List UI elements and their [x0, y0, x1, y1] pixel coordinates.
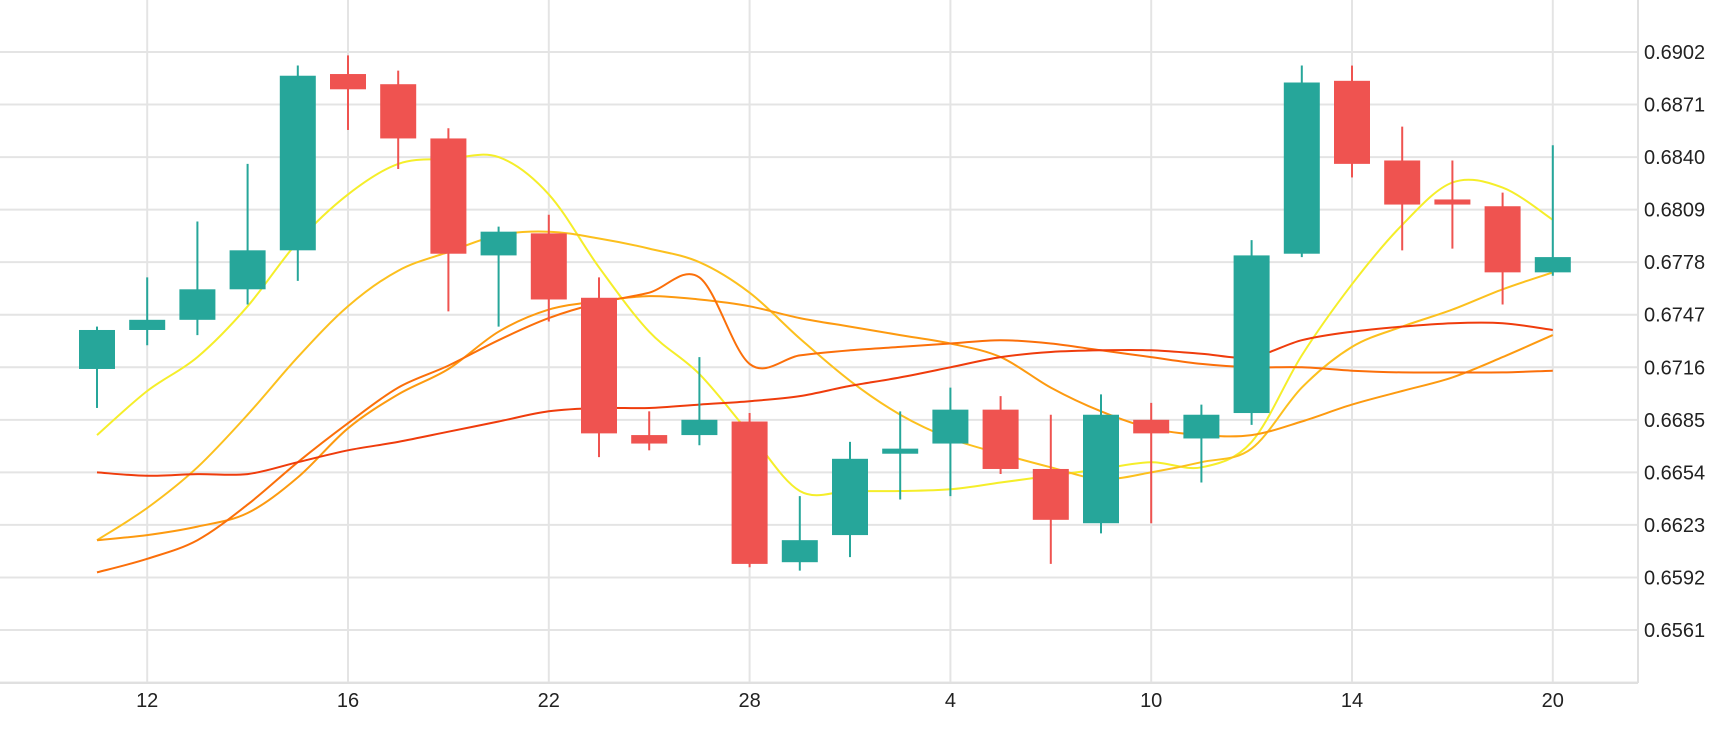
- x-tick-label: 14: [1341, 690, 1363, 712]
- candle: [1083, 394, 1119, 534]
- x-tick-label: 28: [738, 690, 760, 712]
- candle: [1233, 240, 1270, 425]
- candle-body: [631, 435, 668, 444]
- candle-body: [1434, 199, 1471, 205]
- candle-body: [380, 84, 417, 139]
- y-tick-label: 0.6902: [1644, 42, 1705, 64]
- y-tick-label: 0.6809: [1644, 200, 1705, 222]
- candle: [79, 326, 115, 408]
- candle: [380, 70, 417, 169]
- x-tick-label: 4: [945, 690, 956, 712]
- candle-body: [1233, 255, 1270, 414]
- candle: [530, 214, 567, 322]
- moving-average-layer: [96, 153, 1554, 574]
- candle-body: [1484, 206, 1521, 273]
- candle: [581, 277, 617, 458]
- candle: [982, 396, 1019, 475]
- candle: [781, 496, 818, 571]
- candle-body: [982, 409, 1019, 469]
- candle-body: [1133, 419, 1170, 434]
- grid-layer: [0, 0, 1638, 684]
- candle-body: [330, 74, 366, 90]
- candle-body: [1183, 414, 1220, 439]
- candle: [631, 411, 668, 451]
- y-tick-label: 0.6623: [1644, 515, 1705, 537]
- candle: [1133, 402, 1170, 524]
- candle: [330, 55, 366, 130]
- candle: [932, 387, 969, 497]
- candle-body: [129, 319, 166, 330]
- candle: [229, 163, 266, 305]
- y-tick-label: 0.6592: [1644, 567, 1705, 589]
- y-tick-label: 0.6685: [1644, 410, 1705, 432]
- axis-layer: 0.6561 0.6592 0.6623 0.6654 0.6685 0.6716 0.67…: [0, 0, 1705, 712]
- candle-body: [832, 458, 868, 536]
- x-tick-label: 16: [337, 690, 359, 712]
- candle-body: [530, 233, 567, 300]
- candle: [1434, 160, 1471, 249]
- candle-body: [1032, 468, 1069, 520]
- candle-body: [229, 250, 266, 290]
- candle: [480, 226, 517, 327]
- candle: [279, 65, 316, 281]
- moving-average-line-1: [96, 153, 1554, 497]
- candle: [832, 441, 868, 558]
- candle-body: [1534, 257, 1571, 273]
- candle-body: [1384, 160, 1421, 205]
- candle-body: [581, 297, 617, 434]
- y-tick-label: 0.6840: [1644, 147, 1705, 169]
- candle: [1534, 145, 1571, 276]
- x-tick-label: 12: [136, 690, 158, 712]
- y-tick-label: 0.6747: [1644, 305, 1705, 327]
- candles-layer: [79, 55, 1571, 571]
- candle-body: [781, 540, 818, 563]
- candle-body: [932, 409, 969, 444]
- y-tick-label: 0.6561: [1644, 620, 1705, 642]
- x-tick-label: 20: [1542, 690, 1564, 712]
- candle-body: [882, 448, 919, 454]
- moving-average-line-5: [96, 321, 1553, 477]
- moving-average-line-3: [96, 295, 1554, 542]
- candle: [681, 357, 718, 446]
- x-tick-label: 22: [538, 690, 560, 712]
- candle: [1334, 65, 1370, 178]
- y-tick-label: 0.6778: [1644, 252, 1705, 274]
- candle-body: [1083, 414, 1119, 524]
- candle: [882, 411, 919, 500]
- candle: [430, 128, 467, 312]
- x-tick-label: 10: [1140, 690, 1162, 712]
- y-tick-label: 0.6871: [1644, 95, 1705, 117]
- y-tick-label: 0.6654: [1644, 462, 1705, 484]
- candle: [1032, 414, 1069, 564]
- candle-body: [279, 75, 316, 251]
- candle: [179, 221, 216, 336]
- candle-body: [1334, 80, 1370, 164]
- candle-body: [681, 419, 718, 436]
- moving-average-line-4: [96, 273, 1553, 574]
- candle: [1283, 65, 1320, 258]
- y-tick-label: 0.6716: [1644, 357, 1705, 379]
- candle-body: [480, 231, 517, 256]
- candle-body: [79, 329, 115, 369]
- candle: [1183, 404, 1220, 483]
- candle: [731, 413, 768, 568]
- candle: [129, 277, 166, 346]
- candle-body: [1283, 82, 1320, 254]
- candle-body: [731, 421, 768, 564]
- candle: [1484, 192, 1521, 305]
- candle-body: [430, 138, 467, 254]
- candle: [1384, 126, 1421, 251]
- candle-body: [179, 289, 216, 320]
